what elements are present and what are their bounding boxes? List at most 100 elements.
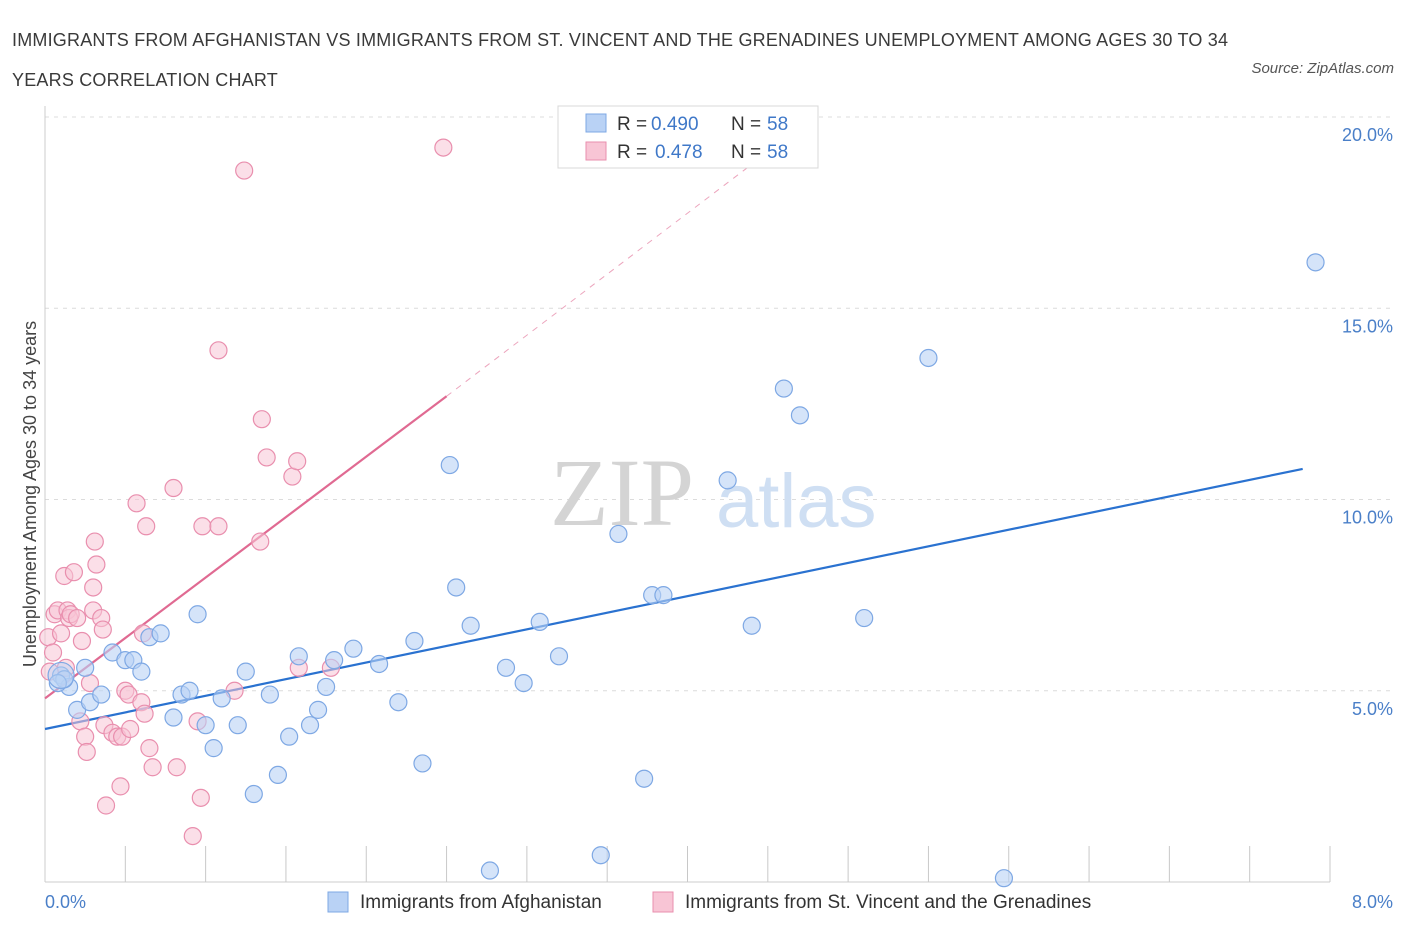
stats-n-label-afghanistan: N = — [731, 114, 761, 135]
point-stvincent — [77, 742, 96, 762]
point-stvincent — [127, 494, 146, 513]
trend-line-afghanistan — [44, 467, 1303, 731]
point-afghanistan — [654, 586, 673, 605]
point-afghanistan — [180, 681, 199, 700]
point-afghanistan — [855, 608, 874, 628]
point-afghanistan — [440, 455, 459, 475]
point-stvincent — [72, 631, 92, 651]
legend-swatch-stvincent — [652, 891, 674, 913]
point-afghanistan — [48, 673, 67, 693]
stats-n-value-afghanistan: 58 — [767, 114, 788, 135]
point-afghanistan — [718, 471, 737, 490]
point-afghanistan — [289, 647, 308, 666]
point-afghanistan — [228, 716, 247, 735]
point-afghanistan — [188, 605, 207, 624]
point-afghanistan-cluster — [47, 661, 75, 690]
trend-lines — [44, 139, 1303, 731]
point-stvincent — [76, 727, 95, 746]
point-afghanistan — [196, 716, 215, 735]
point-afghanistan — [344, 639, 363, 658]
point-afghanistan — [316, 677, 336, 697]
point-stvincent — [257, 448, 276, 467]
point-stvincent — [121, 719, 140, 739]
point-afghanistan — [774, 379, 793, 398]
point-afghanistan — [919, 348, 938, 368]
point-stvincent — [209, 517, 228, 536]
point-afghanistan — [132, 662, 151, 681]
point-stvincent — [93, 620, 112, 639]
point-stvincent — [167, 758, 186, 777]
stats-box: R = 0.490 N = 58 R = 0.478 N = 58 — [557, 105, 819, 169]
trend-line-stvincent-extension — [446, 139, 785, 397]
stats-r-label-stvincent: R = — [617, 142, 647, 163]
stats-n-label-stvincent: N = — [731, 142, 761, 163]
point-afghanistan — [635, 769, 654, 788]
point-afghanistan — [447, 578, 466, 597]
grid-lines — [45, 116, 1393, 692]
y-tick-label: 10.0% — [1342, 508, 1393, 528]
point-afghanistan — [370, 654, 389, 674]
legend-label-stvincent: Immigrants from St. Vincent and the Gren… — [685, 892, 1091, 913]
watermark-atlas: atlas — [716, 459, 877, 544]
point-stvincent — [68, 608, 87, 628]
stats-r-label-afghanistan: R = — [617, 114, 647, 135]
point-stvincent — [43, 643, 63, 662]
point-stvincent — [183, 826, 202, 846]
source-label: Source: ZipAtlas.com — [1251, 60, 1394, 77]
point-afghanistan — [325, 651, 344, 670]
stats-r-value-stvincent: 0.478 — [655, 142, 703, 163]
legend-label-afghanistan: Immigrants from Afghanistan — [360, 892, 602, 913]
legend: Immigrants from Afghanistan Immigrants f… — [327, 891, 1091, 913]
point-stvincent — [96, 796, 116, 815]
point-stvincent — [193, 517, 212, 536]
chart-title: IMMIGRANTS FROM AFGHANISTAN VS IMMIGRANT… — [12, 30, 1229, 90]
y-tick-label: 15.0% — [1342, 316, 1393, 336]
point-afghanistan — [790, 406, 810, 425]
point-afghanistan — [480, 861, 500, 880]
point-afghanistan — [92, 685, 111, 704]
point-afghanistan — [236, 662, 255, 681]
point-stvincent — [235, 161, 254, 180]
y-axis-label: Unemployment Among Ages 30 to 34 years — [20, 321, 40, 667]
data-points — [39, 138, 1325, 888]
point-afghanistan — [496, 658, 516, 677]
y-tick-labels: 5.0% 10.0% 15.0% 20.0% — [1342, 125, 1393, 719]
point-afghanistan — [164, 708, 183, 727]
y-tick-label: 20.0% — [1342, 125, 1393, 145]
point-afghanistan — [514, 673, 533, 693]
point-afghanistan — [591, 846, 610, 865]
point-afghanistan — [300, 716, 320, 735]
point-stvincent — [434, 138, 453, 157]
x-tick-label-min: 0.0% — [45, 892, 86, 912]
point-stvincent — [251, 532, 270, 551]
point-stvincent — [84, 578, 103, 597]
point-afghanistan — [212, 689, 231, 708]
point-afghanistan — [260, 685, 279, 704]
point-afghanistan — [413, 754, 432, 773]
point-stvincent — [111, 777, 130, 796]
point-afghanistan — [280, 727, 299, 746]
point-stvincent — [87, 555, 106, 574]
point-afghanistan — [244, 784, 263, 804]
point-afghanistan — [204, 739, 223, 758]
point-afghanistan — [268, 765, 288, 785]
point-stvincent — [252, 410, 271, 429]
stats-swatch-afghanistan — [585, 113, 607, 133]
stats-n-value-stvincent: 58 — [767, 142, 788, 163]
legend-swatch-afghanistan — [327, 891, 349, 913]
point-stvincent — [209, 341, 228, 360]
point-stvincent — [143, 758, 162, 777]
point-afghanistan — [76, 658, 95, 677]
point-stvincent — [137, 517, 156, 536]
point-afghanistan — [530, 612, 549, 632]
point-stvincent — [283, 467, 302, 486]
stats-r-value-afghanistan: 0.490 — [651, 114, 699, 135]
point-afghanistan — [549, 647, 569, 666]
point-stvincent — [164, 478, 183, 498]
point-stvincent — [288, 452, 307, 471]
point-afghanistan — [308, 700, 328, 719]
point-stvincent — [135, 704, 154, 723]
point-stvincent — [64, 563, 84, 582]
point-afghanistan — [151, 624, 170, 643]
